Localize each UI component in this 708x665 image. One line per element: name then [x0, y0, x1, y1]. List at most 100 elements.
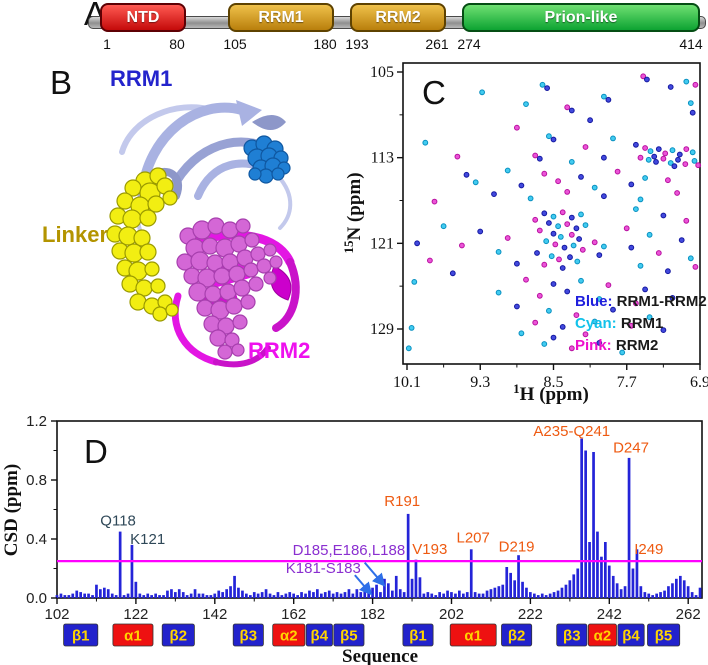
- scatter-point: [495, 289, 502, 296]
- csd-bar: [162, 595, 165, 599]
- c-legend: Blue: RRM1-RRM2 Cyan: RRM1 Pink: RRM2: [575, 293, 707, 354]
- scatter-point: [536, 292, 543, 299]
- beta-strand-box: [161, 623, 195, 647]
- scatter-point: [660, 212, 667, 219]
- ss-label: α2: [594, 628, 612, 645]
- scatter-point: [440, 223, 447, 230]
- legend-line-cyan: Cyan: RRM1: [575, 315, 663, 332]
- csd-bar: [391, 590, 394, 598]
- d-axis-ticks: 102 122 142 162 182 202 222 242 262 0.0 0.4 0.8 1.2: [26, 415, 701, 623]
- csd-bar: [663, 590, 666, 598]
- scatter-point: [582, 144, 589, 150]
- scatter-point: [578, 211, 584, 218]
- scatter-point: [514, 303, 520, 310]
- scatter-point: [601, 243, 607, 250]
- csd-bar: [375, 584, 378, 598]
- csd-bar: [99, 589, 102, 598]
- scatter-point: [504, 167, 511, 174]
- csd-bar: [564, 584, 568, 598]
- csd-bar: [201, 593, 205, 598]
- csd-bar: [398, 589, 402, 598]
- csd-bar: [438, 592, 441, 598]
- scatter-point: [601, 154, 607, 161]
- csd-bar: [379, 592, 382, 598]
- panel-b-structure: B RRM1 Linker RRM2: [42, 64, 310, 368]
- csd-bar: [79, 592, 82, 598]
- residue-annotation: D185,E186,L188: [293, 542, 406, 559]
- sphere: [196, 299, 214, 317]
- beta-strand-box: [63, 623, 99, 647]
- sphere: [150, 278, 166, 294]
- csd-bar: [213, 593, 217, 598]
- c-scatter-points: [405, 73, 702, 356]
- csd-bar: [655, 593, 658, 598]
- alpha-helix-box: [587, 623, 617, 647]
- scatter-point: [689, 109, 696, 116]
- scatter-point: [640, 73, 647, 80]
- csd-bar: [540, 593, 544, 598]
- ss-label: β4: [311, 628, 329, 645]
- residue-annotation: I249: [634, 541, 663, 558]
- scatter-point: [523, 101, 529, 107]
- csd-bar: [308, 590, 311, 598]
- ss-label: α1: [124, 628, 142, 645]
- scatter-point: [687, 255, 694, 262]
- csd-bar: [434, 595, 438, 599]
- scatter-point: [667, 160, 674, 166]
- beta-strand-box: [232, 623, 264, 647]
- csd-bar: [659, 592, 662, 598]
- scatter-point: [550, 213, 557, 220]
- csd-bar: [71, 593, 75, 598]
- csd-bar: [513, 580, 516, 598]
- scatter-point: [532, 152, 539, 159]
- scatter-point: [543, 238, 550, 245]
- csd-bar: [422, 593, 426, 598]
- sphere: [231, 343, 245, 357]
- csd-bar: [651, 595, 654, 599]
- csd-bar: [347, 589, 351, 598]
- csd-bar: [103, 587, 106, 598]
- ss-label: β2: [508, 628, 526, 645]
- sphere: [233, 279, 251, 297]
- csd-bar: [414, 559, 418, 599]
- scatter-point: [578, 174, 584, 180]
- scatter-point: [556, 256, 562, 263]
- csd-bar: [465, 592, 469, 598]
- csd-bar: [87, 593, 90, 598]
- csd-bar: [489, 589, 493, 598]
- csd-bar: [300, 592, 303, 598]
- csd-bar: [497, 586, 501, 598]
- scatter-point: [534, 250, 540, 256]
- beta-strand-box: [333, 623, 365, 647]
- csd-bar: [323, 592, 327, 598]
- csd-bar: [181, 592, 185, 598]
- csd-bar: [686, 586, 690, 598]
- scatter-point: [427, 257, 433, 264]
- residue-annotation: D247: [613, 440, 649, 457]
- scatter-point: [564, 189, 571, 195]
- csd-bar: [272, 595, 276, 599]
- csd-bar: [288, 592, 292, 598]
- csd-bar: [355, 589, 359, 598]
- d-x-tick-label: 122: [123, 606, 148, 623]
- csd-bar: [343, 592, 347, 598]
- scatter-point: [504, 235, 511, 241]
- linker-spheres: [106, 167, 179, 322]
- sphere: [244, 232, 260, 248]
- ss-label: β3: [240, 628, 258, 645]
- sphere: [243, 262, 259, 278]
- scatter-point: [561, 244, 568, 251]
- scatter-point: [564, 288, 571, 295]
- residue-annotation: D219: [499, 539, 535, 556]
- scatter-point: [431, 198, 438, 205]
- scatter-point: [628, 181, 635, 188]
- csd-bar: [146, 593, 150, 598]
- scatter-point: [544, 85, 551, 91]
- csd-bar: [446, 590, 449, 598]
- scatter-point: [414, 240, 420, 247]
- domain-start-residue: 193: [345, 36, 369, 52]
- csd-bar: [548, 593, 552, 598]
- annotation-arrow: [363, 561, 386, 587]
